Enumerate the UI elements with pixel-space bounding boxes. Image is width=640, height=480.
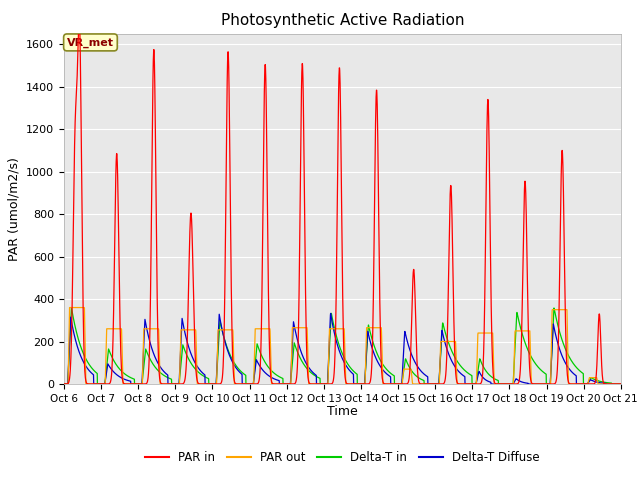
X-axis label: Time: Time: [327, 405, 358, 418]
Title: Photosynthetic Active Radiation: Photosynthetic Active Radiation: [221, 13, 464, 28]
Legend: PAR in, PAR out, Delta-T in, Delta-T Diffuse: PAR in, PAR out, Delta-T in, Delta-T Dif…: [140, 446, 545, 468]
Text: VR_met: VR_met: [67, 37, 114, 48]
Y-axis label: PAR (umol/m2/s): PAR (umol/m2/s): [8, 157, 20, 261]
